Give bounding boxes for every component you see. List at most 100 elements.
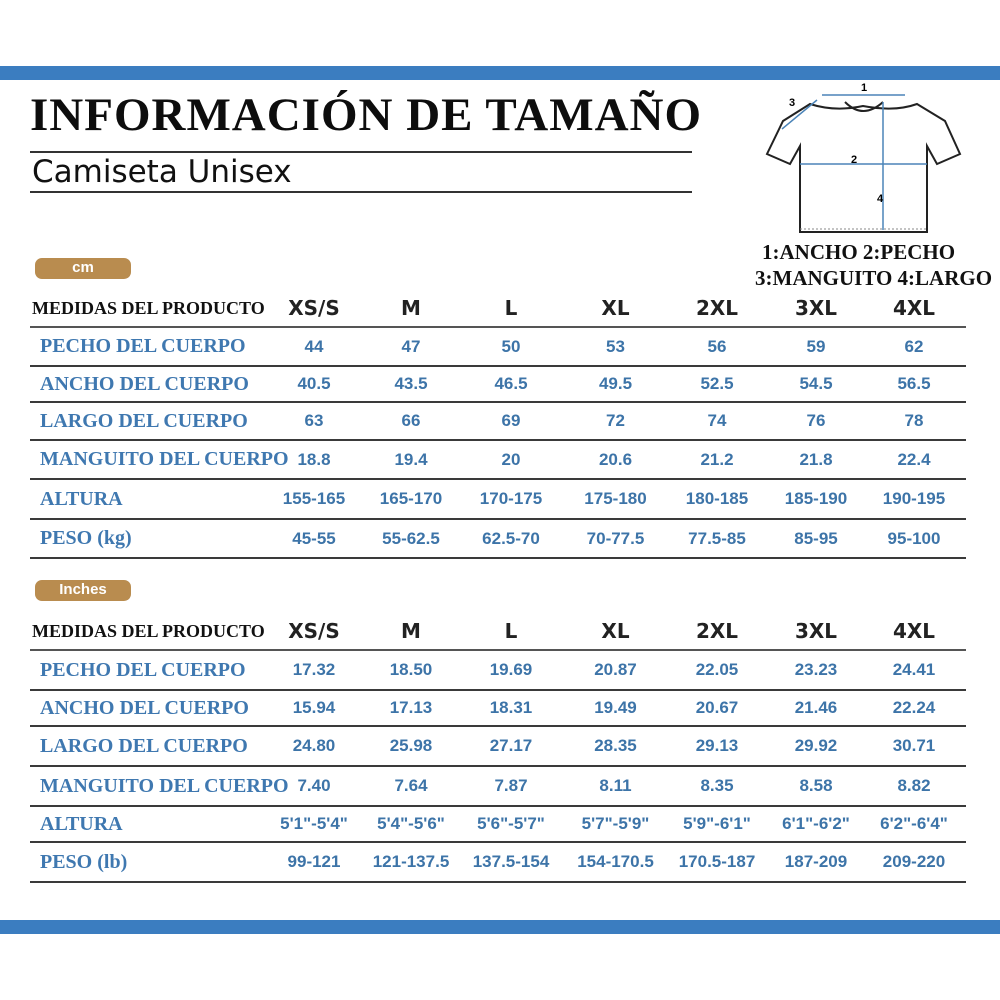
table-cell: 47 bbox=[401, 336, 421, 356]
table-cell: 44 bbox=[304, 336, 324, 356]
table-cell: 74 bbox=[707, 411, 727, 430]
table-row: ALTURA 155-165 165-170 170-175 175-180 180-18… bbox=[30, 480, 966, 520]
table-cell: 50 bbox=[501, 336, 521, 356]
table-cell: 17.13 bbox=[389, 698, 433, 717]
size-header-xl: XL bbox=[601, 619, 630, 643]
table-row: PESO (lb) 99-121 121-137.5 137.5-154 154-170… bbox=[30, 843, 966, 883]
table-row: LARGO DEL CUERPO 24.80 25.98 27.17 28.35 29.1… bbox=[30, 727, 966, 767]
table-cell: 22.24 bbox=[892, 698, 936, 717]
table-row: ALTURA 5'1"-5'4" 5'4"-5'6" 5'6"-5'7" 5'7"-5'… bbox=[30, 807, 966, 843]
row-label: ALTURA bbox=[40, 812, 123, 835]
size-header-2xl: 2XL bbox=[695, 296, 739, 320]
marker-2: 2 bbox=[851, 154, 857, 166]
table-cell: 49.5 bbox=[598, 374, 633, 393]
table-cell: 20.67 bbox=[695, 698, 739, 717]
header-label: MEDIDAS DEL PRODUCTO bbox=[32, 297, 265, 318]
table-cell: 8.58 bbox=[799, 776, 833, 795]
table-cell: 137.5-154 bbox=[472, 852, 550, 871]
row-label: PECHO DEL CUERPO bbox=[40, 335, 246, 357]
table-cell: 19.69 bbox=[489, 660, 533, 679]
table-cell: 76 bbox=[806, 411, 826, 430]
table-cell: 25.98 bbox=[389, 736, 433, 755]
table-cell: 85-95 bbox=[794, 528, 838, 548]
tshirt-measurement-diagram: 1 2 3 4 bbox=[765, 82, 962, 233]
table-cell: 175-180 bbox=[584, 489, 647, 508]
table-cell: 17.32 bbox=[292, 660, 336, 679]
table-cell: 46.5 bbox=[494, 374, 528, 393]
size-table-inches: MEDIDAS DEL PRODUCTO XS/S M L XL 2XL 3XL 4XL PEC… bbox=[30, 613, 966, 883]
table-cell: 20.6 bbox=[598, 449, 633, 469]
table-cell: 8.35 bbox=[700, 776, 734, 795]
table-cell: 190-195 bbox=[882, 489, 946, 508]
table-cell: 56 bbox=[707, 336, 727, 356]
size-header-4xl: 4XL bbox=[892, 296, 936, 320]
table-cell: 7.40 bbox=[297, 776, 331, 795]
table-cell: 70-77.5 bbox=[586, 528, 645, 548]
table-cell: 15.94 bbox=[292, 698, 336, 717]
table-cell: 99-121 bbox=[287, 852, 341, 871]
row-label: MANGUITO DEL CUERPO bbox=[40, 448, 289, 470]
table-cell: 22.4 bbox=[897, 449, 931, 469]
table-row: PESO (kg) 45-55 55-62.5 62.5-70 70-77.5 77.5-… bbox=[30, 520, 966, 559]
table-cell: 52.5 bbox=[700, 374, 734, 393]
table-cell: 24.80 bbox=[292, 736, 336, 755]
table-row: MANGUITO DEL CUERPO 7.40 7.64 7.87 8.11 8.35 8… bbox=[30, 767, 966, 807]
table-cell: 45-55 bbox=[292, 528, 336, 548]
table-cell: 209-220 bbox=[882, 852, 946, 871]
size-header-2xl: 2XL bbox=[695, 619, 739, 643]
table-cell: 170-175 bbox=[479, 489, 543, 508]
header-label: MEDIDAS DEL PRODUCTO bbox=[32, 620, 265, 641]
size-header-l: L bbox=[504, 296, 518, 320]
table-cell: 40.5 bbox=[297, 374, 331, 393]
table-cell: 7.64 bbox=[394, 776, 428, 795]
tshirt-outline-icon bbox=[765, 102, 962, 233]
size-header-m: M bbox=[401, 296, 421, 320]
table-cell: 5'4"-5'6" bbox=[377, 814, 445, 833]
top-accent-bar bbox=[0, 66, 1000, 80]
table-row: PECHO DEL CUERPO 17.32 18.50 19.69 20.87 22.0… bbox=[30, 651, 966, 691]
table-cell: 62 bbox=[904, 336, 924, 356]
table-cell: 30.71 bbox=[892, 736, 936, 755]
table-cell: 165-170 bbox=[379, 489, 443, 508]
unit-badge-inches: Inches bbox=[35, 580, 131, 601]
table-cell: 27.17 bbox=[489, 736, 533, 755]
table-cell: 155-165 bbox=[282, 489, 346, 508]
table-cell: 20 bbox=[501, 449, 521, 469]
table-cell: 185-190 bbox=[784, 489, 848, 508]
table-cell: 187-209 bbox=[784, 852, 848, 871]
table-cell: 72 bbox=[606, 411, 625, 430]
table-cell: 56.5 bbox=[897, 374, 931, 393]
table-cell: 19.4 bbox=[394, 449, 428, 469]
diagram-legend-line2: 3:MANGUITO 4:LARGO bbox=[755, 266, 993, 290]
table-cell: 62.5-70 bbox=[482, 528, 540, 548]
table-cell: 23.23 bbox=[794, 660, 838, 679]
table-cell: 5'9"-6'1" bbox=[683, 814, 751, 833]
unit-badge-cm: cm bbox=[35, 258, 131, 279]
size-header-xs-s: XS/S bbox=[288, 619, 340, 643]
size-header-xs-s: XS/S bbox=[288, 296, 340, 320]
table-row: ANCHO DEL CUERPO 40.5 43.5 46.5 49.5 52.5 54.5… bbox=[30, 367, 966, 403]
table-cell: 8.11 bbox=[599, 776, 632, 795]
size-header-3xl: 3XL bbox=[794, 296, 838, 320]
row-label: PESO (kg) bbox=[40, 527, 132, 549]
row-label: PECHO DEL CUERPO bbox=[40, 658, 246, 681]
table-cell: 180-185 bbox=[685, 489, 749, 508]
table-cell: 6'1"-6'2" bbox=[782, 814, 850, 833]
table-cell: 5'1"-5'4" bbox=[280, 814, 348, 833]
size-header-4xl: 4XL bbox=[892, 619, 936, 643]
table-cell: 18.31 bbox=[489, 698, 533, 717]
row-label: ANCHO DEL CUERPO bbox=[40, 696, 249, 719]
row-label: ANCHO DEL CUERPO bbox=[40, 372, 249, 395]
table-header-row: MEDIDAS DEL PRODUCTO XS/S M L XL 2XL 3XL 4XL bbox=[30, 290, 966, 328]
table-cell: 69 bbox=[501, 411, 521, 430]
table-cell: 28.35 bbox=[594, 736, 637, 755]
table-cell: 66 bbox=[401, 411, 421, 430]
table-cell: 54.5 bbox=[799, 374, 833, 393]
diagram-legend-line1: 1:ANCHO 2:PECHO bbox=[762, 240, 956, 264]
table-cell: 95-100 bbox=[887, 528, 941, 548]
table-header-row: MEDIDAS DEL PRODUCTO XS/S M L XL 2XL 3XL 4XL bbox=[30, 613, 966, 651]
marker-3: 3 bbox=[789, 97, 795, 109]
table-cell: 20.87 bbox=[594, 660, 637, 679]
table-cell: 29.13 bbox=[695, 736, 739, 755]
marker-1: 1 bbox=[861, 82, 867, 94]
